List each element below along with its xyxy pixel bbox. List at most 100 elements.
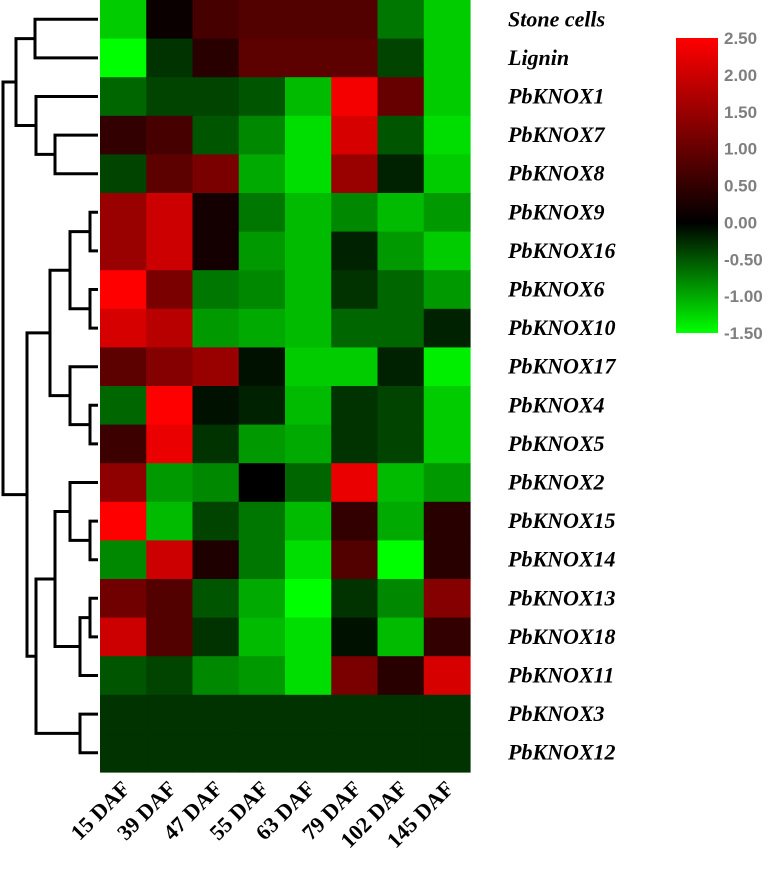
- heatmap-cell: [285, 77, 332, 117]
- heatmap-cell: [192, 579, 240, 619]
- heatmap-cell: [285, 733, 332, 773]
- legend-tick-label: 2.50: [724, 29, 757, 48]
- row-label: PbKNOX14: [507, 547, 616, 572]
- heatmap-cell: [331, 424, 379, 464]
- heatmap-cell: [238, 617, 286, 657]
- dendrogram-branch: [14, 37, 36, 127]
- heatmap-cell: [423, 579, 471, 619]
- heatmap-cell: [146, 231, 194, 271]
- heatmap-cell: [377, 424, 425, 464]
- heatmap-cell: [423, 154, 471, 194]
- heatmap-cell: [377, 694, 425, 734]
- heatmap-cell: [146, 38, 194, 78]
- heatmap-cell: [377, 617, 425, 657]
- dendrogram-branch: [1, 80, 27, 497]
- heatmap-cell: [423, 38, 471, 78]
- row-label: PbKNOX2: [507, 470, 605, 495]
- heatmap-cell: [377, 386, 425, 426]
- heatmap-cell: [331, 463, 379, 503]
- heatmap-cell: [285, 501, 332, 541]
- heatmap-cell: [192, 540, 240, 580]
- heatmap-cell: [377, 154, 425, 194]
- heatmap-cell: [423, 270, 471, 310]
- heatmap-cell: [100, 656, 147, 696]
- heatmap-cell: [285, 0, 332, 40]
- row-label: PbKNOX7: [507, 122, 606, 147]
- heatmap-cell: [146, 579, 194, 619]
- dendrogram-branch: [33, 17, 98, 60]
- heatmap-cell: [377, 193, 425, 233]
- row-label: PbKNOX9: [507, 199, 605, 224]
- legend-tick-label: -0.50: [724, 250, 763, 269]
- heatmap-cell: [238, 154, 286, 194]
- heatmap-cell: [192, 38, 240, 78]
- legend-tick-label: -1.00: [724, 287, 763, 306]
- heatmap-cell: [192, 231, 240, 271]
- dendrogram-branch: [88, 519, 98, 562]
- heatmap-cell: [377, 501, 425, 541]
- heatmap-cell: [146, 386, 194, 426]
- heatmap-cell: [146, 694, 194, 734]
- heatmap-cell: [146, 463, 194, 503]
- heatmap-cell: [285, 154, 332, 194]
- row-label: PbKNOX5: [507, 431, 605, 456]
- heatmap-cell: [238, 231, 286, 271]
- dendrogram-branch: [53, 133, 98, 176]
- heatmap-cell: [423, 347, 471, 387]
- row-label: PbKNOX12: [507, 740, 616, 765]
- heatmap-cell: [285, 115, 332, 155]
- heatmap-cell: [192, 386, 240, 426]
- heatmap-cell: [100, 154, 147, 194]
- heatmap-cell: [192, 115, 240, 155]
- dendrogram-branch: [34, 577, 80, 735]
- dendrogram-branch: [34, 95, 98, 156]
- legend-tick-label: 1.00: [724, 140, 757, 159]
- row-dendrogram: [1, 17, 98, 755]
- heatmap-cell: [377, 733, 425, 773]
- heatmap-cell: [331, 694, 379, 734]
- heatmap-cell: [100, 501, 147, 541]
- heatmap-cell: [238, 115, 286, 155]
- dendrogram-branch: [25, 331, 50, 658]
- row-label: PbKNOX8: [507, 161, 605, 186]
- heatmap-cell: [331, 77, 379, 117]
- heatmap-cell: [192, 733, 240, 773]
- row-label: PbKNOX11: [507, 663, 614, 688]
- heatmap-cell: [146, 347, 194, 387]
- heatmap-cell: [377, 77, 425, 117]
- heatmap-cell: [331, 579, 379, 619]
- heatmap-cell: [331, 733, 379, 773]
- heatmap-cell: [377, 579, 425, 619]
- heatmap-cell: [285, 540, 332, 580]
- heatmap-cell: [423, 115, 471, 155]
- heatmap-cell: [285, 38, 332, 78]
- heatmap-cell: [146, 501, 194, 541]
- heatmap-cell: [100, 424, 147, 464]
- legend-tick-label: 2.00: [724, 66, 757, 85]
- heatmap-cell: [423, 540, 471, 580]
- heatmap-cell: [146, 77, 194, 117]
- heatmap-cell: [238, 193, 286, 233]
- heatmap-cell: [192, 0, 240, 40]
- color-legend-bar: [676, 38, 718, 333]
- heatmap-cell: [331, 540, 379, 580]
- heatmap-cell: [423, 0, 471, 40]
- row-label: PbKNOX6: [507, 277, 605, 302]
- heatmap-cell: [238, 579, 286, 619]
- heatmap-cell: [238, 270, 286, 310]
- heatmap-cell: [423, 463, 471, 503]
- heatmap-cell: [238, 38, 286, 78]
- heatmap-cell: [192, 308, 240, 348]
- heatmap-cell: [146, 733, 194, 773]
- heatmap-cell: [146, 270, 194, 310]
- heatmap-cell: [423, 694, 471, 734]
- heatmap-cell: [100, 38, 147, 78]
- heatmap-cell: [100, 579, 147, 619]
- row-label: PbKNOX13: [507, 585, 616, 610]
- row-label: PbKNOX10: [507, 315, 616, 340]
- heatmap-cell: [100, 115, 147, 155]
- heatmap-cell: [100, 270, 147, 310]
- heatmap-cell: [377, 463, 425, 503]
- heatmap-cell: [238, 347, 286, 387]
